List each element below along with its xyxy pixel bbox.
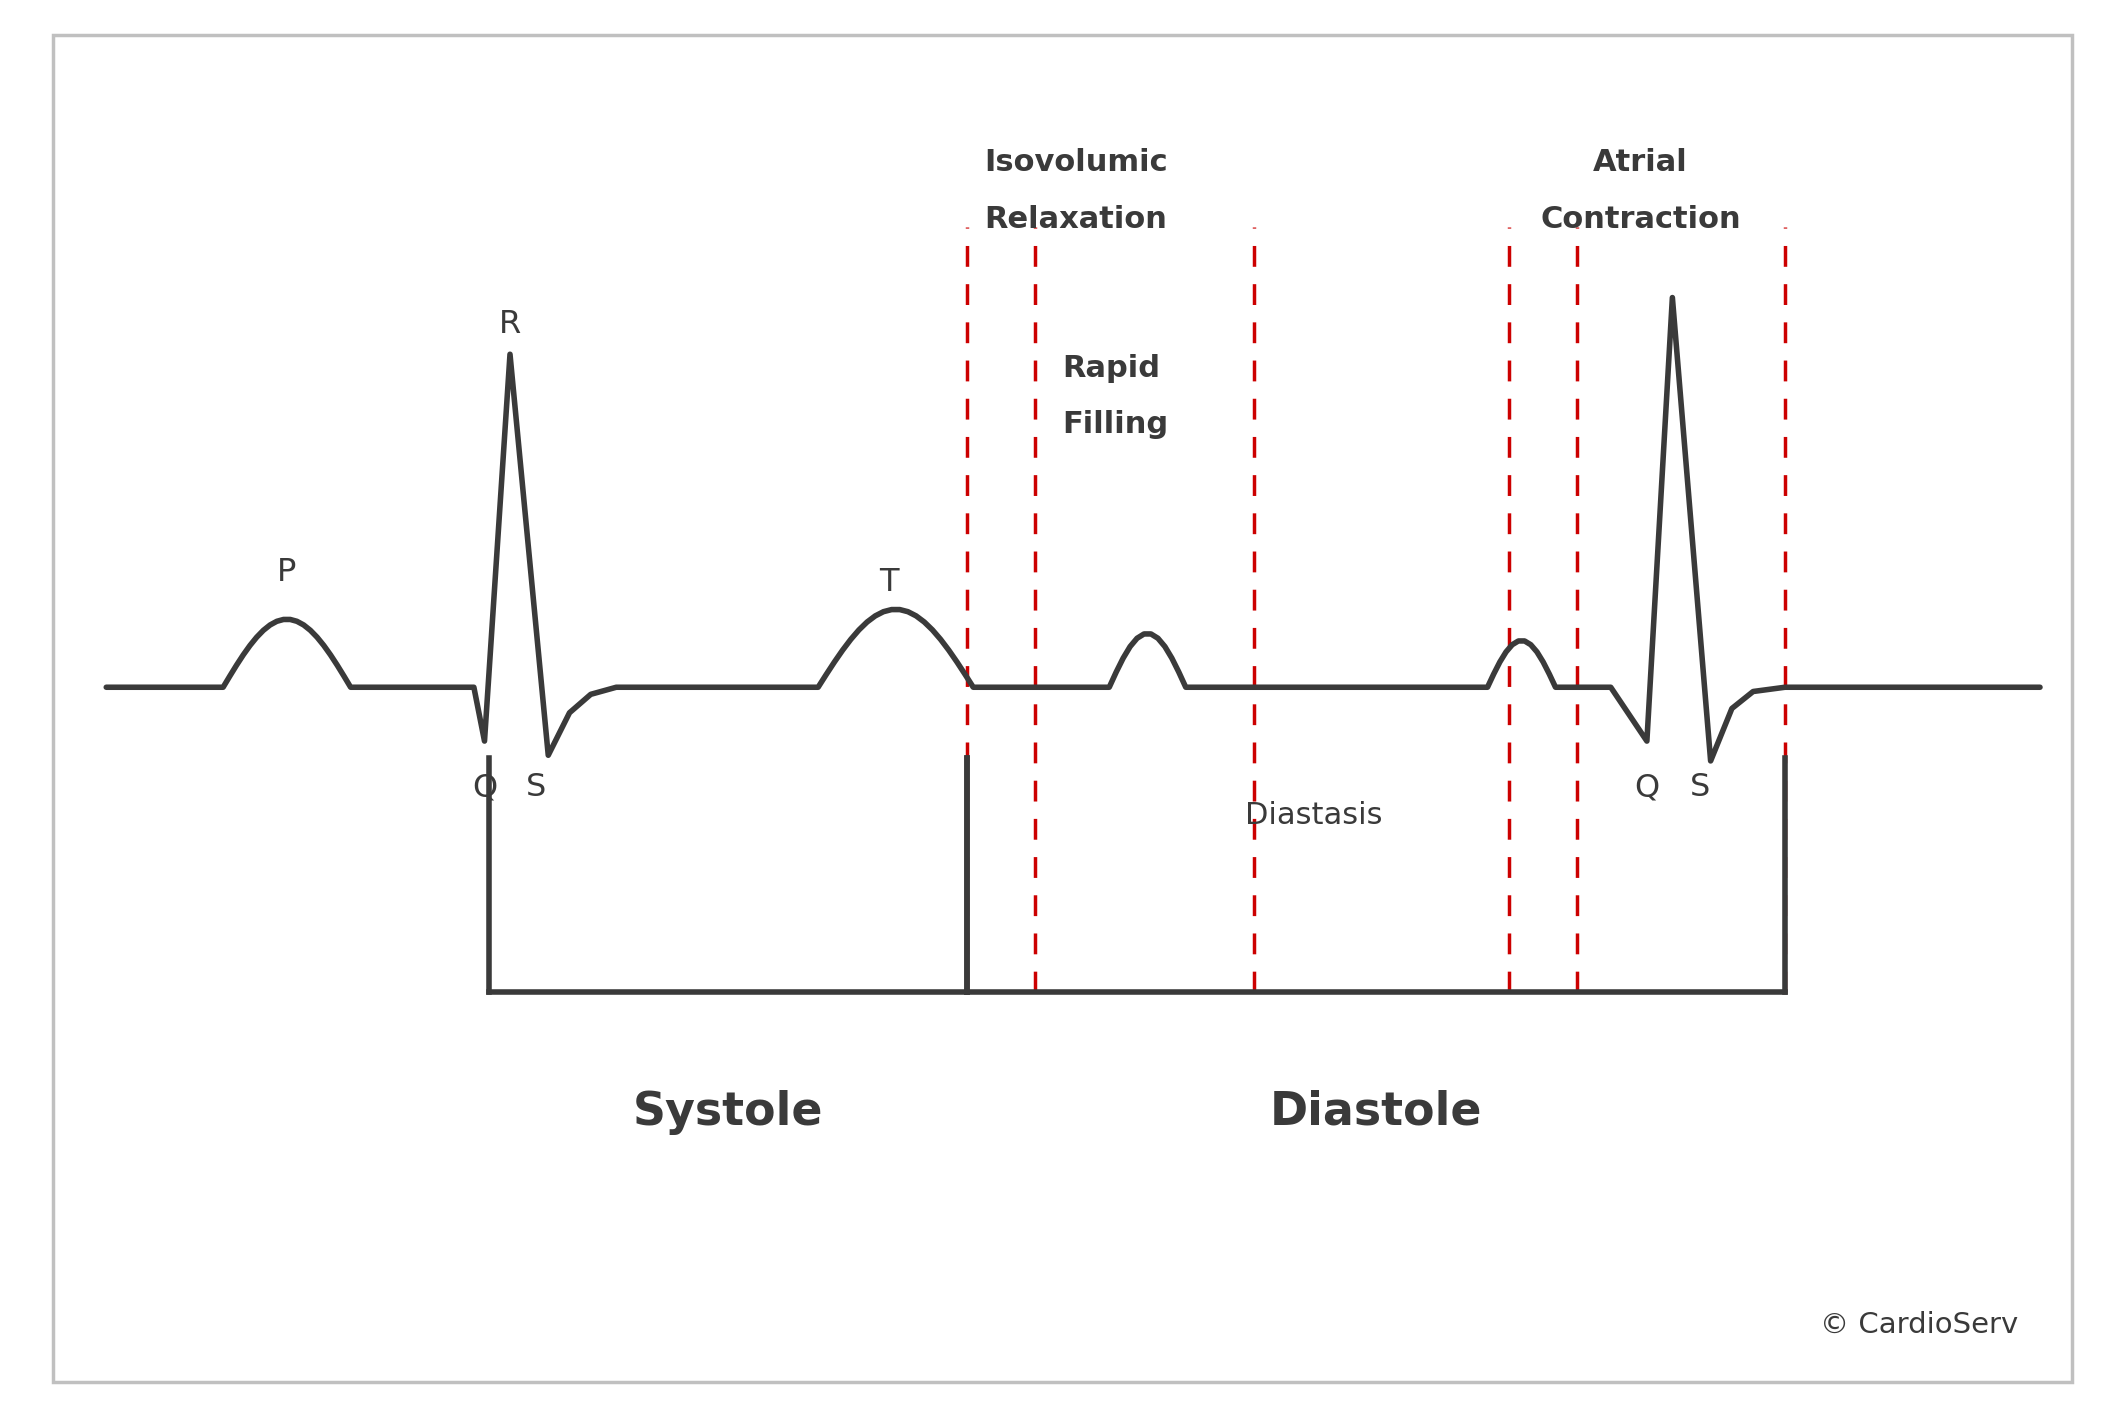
Text: Systole: Systole	[633, 1090, 822, 1135]
Text: Q: Q	[472, 772, 497, 803]
Text: Isovolumic: Isovolumic	[984, 149, 1167, 177]
Text: Diastasis: Diastasis	[1245, 801, 1381, 829]
Text: Q: Q	[1634, 772, 1660, 803]
Text: T: T	[880, 567, 899, 598]
Text: Contraction: Contraction	[1541, 205, 1740, 234]
Text: Filling: Filling	[1062, 411, 1169, 439]
Text: Rapid: Rapid	[1062, 354, 1160, 383]
FancyBboxPatch shape	[53, 35, 2072, 1382]
Text: Diastole: Diastole	[1271, 1090, 1483, 1135]
Text: Relaxation: Relaxation	[984, 205, 1167, 234]
Text: Atrial: Atrial	[1594, 149, 1687, 177]
Text: S: S	[1689, 772, 1711, 803]
Text: © CardioServ: © CardioServ	[1821, 1311, 2019, 1339]
Text: R: R	[499, 309, 521, 340]
Text: P: P	[276, 557, 298, 588]
Text: S: S	[525, 772, 546, 803]
